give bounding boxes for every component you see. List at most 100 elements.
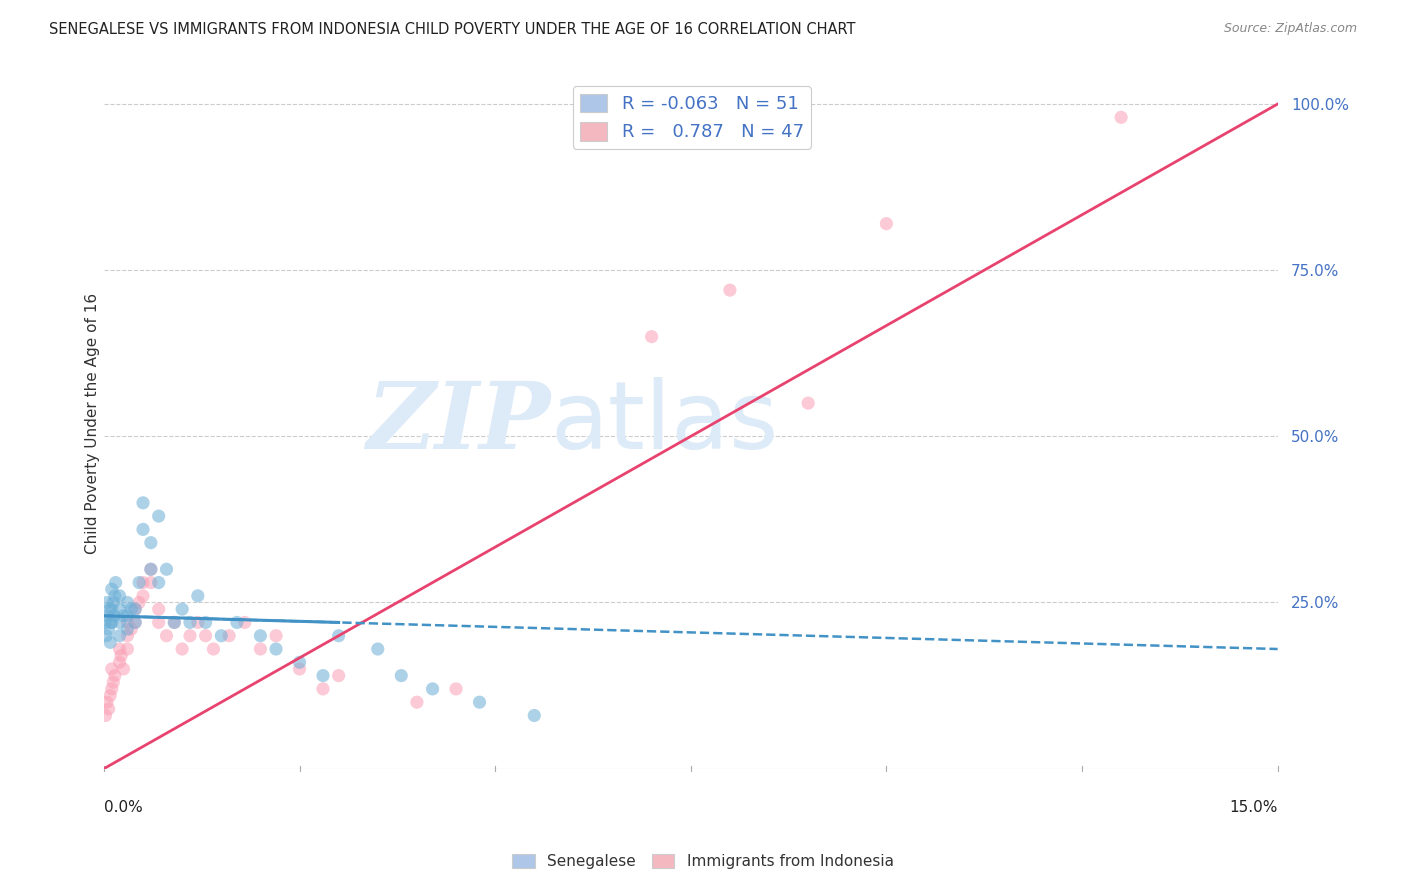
Point	[328, 668, 350, 682]
Point	[288, 656, 311, 670]
Point	[96, 629, 118, 643]
Point	[194, 629, 217, 643]
Point	[163, 615, 186, 630]
Point	[108, 602, 131, 616]
Legend: R = -0.063   N = 51, R =   0.787   N = 47: R = -0.063 N = 51, R = 0.787 N = 47	[572, 87, 811, 149]
Text: SENEGALESE VS IMMIGRANTS FROM INDONESIA CHILD POVERTY UNDER THE AGE OF 16 CORREL: SENEGALESE VS IMMIGRANTS FROM INDONESIA …	[49, 22, 856, 37]
Point	[264, 629, 287, 643]
Point	[139, 562, 162, 576]
Point	[468, 695, 491, 709]
Text: 15.0%: 15.0%	[1229, 800, 1278, 814]
Text: ZIP: ZIP	[366, 378, 550, 468]
Point	[194, 615, 217, 630]
Point	[148, 509, 170, 524]
Point	[312, 681, 335, 696]
Point	[172, 642, 194, 657]
Point	[249, 642, 271, 657]
Point	[249, 629, 271, 643]
Point	[226, 615, 249, 630]
Point	[124, 602, 146, 616]
Point	[155, 562, 177, 576]
Point	[187, 589, 209, 603]
Point	[132, 589, 155, 603]
Point	[108, 629, 131, 643]
Point	[94, 708, 117, 723]
Point	[288, 662, 311, 676]
Text: atlas: atlas	[550, 377, 778, 469]
Point	[328, 629, 350, 643]
Point	[98, 602, 121, 616]
Point	[120, 622, 142, 636]
Point	[112, 608, 135, 623]
Point	[103, 595, 125, 609]
Point	[187, 615, 209, 630]
Point	[406, 695, 429, 709]
Point	[367, 642, 389, 657]
Point	[100, 615, 122, 630]
Point	[100, 662, 122, 676]
Point	[117, 622, 139, 636]
Point	[163, 615, 186, 630]
Point	[124, 615, 146, 630]
Legend: Senegalese, Immigrants from Indonesia: Senegalese, Immigrants from Indonesia	[506, 848, 900, 875]
Point	[264, 642, 287, 657]
Point	[209, 629, 232, 643]
Point	[108, 642, 131, 657]
Point	[104, 668, 127, 682]
Point	[233, 615, 256, 630]
Point	[389, 668, 412, 682]
Y-axis label: Child Poverty Under the Age of 16: Child Poverty Under the Age of 16	[86, 293, 100, 554]
Point	[96, 695, 118, 709]
Point	[117, 608, 139, 623]
Point	[124, 615, 146, 630]
Point	[97, 702, 120, 716]
Point	[103, 608, 125, 623]
Point	[312, 668, 335, 682]
Point	[117, 615, 139, 630]
Point	[120, 602, 142, 616]
Point	[422, 681, 444, 696]
Point	[104, 589, 127, 603]
Point	[139, 562, 162, 576]
Point	[139, 535, 162, 549]
Point	[96, 595, 118, 609]
Text: Source: ZipAtlas.com: Source: ZipAtlas.com	[1223, 22, 1357, 36]
Point	[797, 396, 820, 410]
Point	[444, 681, 467, 696]
Point	[179, 629, 201, 643]
Point	[108, 589, 131, 603]
Point	[132, 496, 155, 510]
Point	[104, 575, 127, 590]
Point	[718, 283, 741, 297]
Point	[202, 642, 225, 657]
Point	[218, 629, 240, 643]
Point	[97, 608, 120, 623]
Point	[100, 681, 122, 696]
Point	[100, 615, 122, 630]
Point	[148, 575, 170, 590]
Point	[100, 582, 122, 597]
Point	[640, 329, 662, 343]
Point	[148, 615, 170, 630]
Point	[94, 615, 117, 630]
Point	[108, 615, 131, 630]
Point	[110, 648, 132, 663]
Point	[128, 595, 150, 609]
Point	[117, 642, 139, 657]
Point	[103, 675, 125, 690]
Point	[172, 602, 194, 616]
Point	[139, 575, 162, 590]
Point	[117, 595, 139, 609]
Point	[112, 662, 135, 676]
Point	[98, 689, 121, 703]
Point	[117, 629, 139, 643]
Point	[128, 575, 150, 590]
Point	[124, 602, 146, 616]
Point	[148, 602, 170, 616]
Point	[132, 522, 155, 536]
Point	[523, 708, 546, 723]
Text: 0.0%: 0.0%	[104, 800, 142, 814]
Point	[155, 629, 177, 643]
Point	[132, 575, 155, 590]
Point	[100, 602, 122, 616]
